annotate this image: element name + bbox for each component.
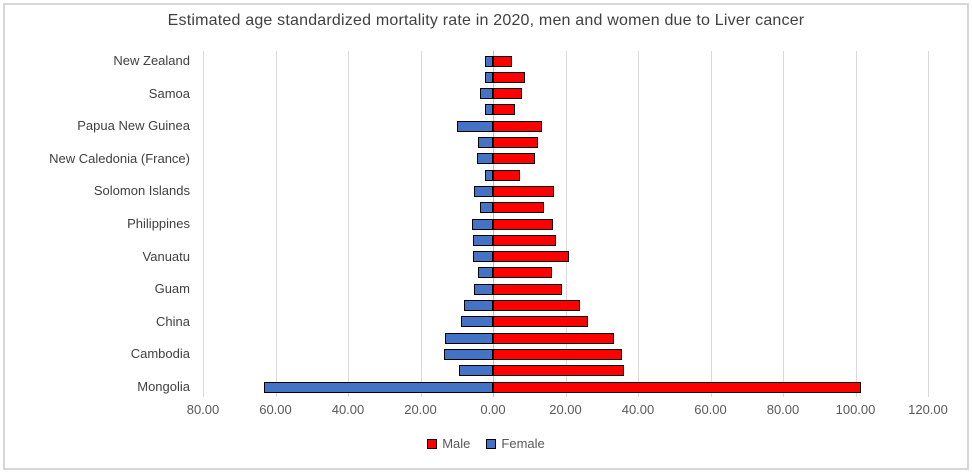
bar-female	[471, 218, 493, 230]
bar-female	[443, 348, 493, 360]
gridline	[275, 51, 277, 397]
category-label: China	[156, 313, 190, 329]
x-tick-label: 40.00	[331, 402, 365, 417]
chart-border	[3, 3, 969, 470]
bar-female	[478, 267, 493, 279]
male-swatch-icon	[427, 438, 438, 449]
category-label: Guam	[154, 281, 190, 297]
bar-female	[484, 55, 493, 67]
bar-male	[493, 234, 556, 246]
female-swatch-icon	[486, 438, 497, 449]
bar-female	[485, 71, 493, 83]
bar-male	[493, 71, 525, 83]
x-tick-label: 100.00	[835, 402, 876, 417]
gridline	[855, 51, 857, 397]
category-label: Samoa	[148, 85, 190, 101]
gridline	[348, 51, 349, 397]
x-tick-label: 60.00	[259, 402, 292, 417]
bar-male	[493, 283, 562, 295]
gridline	[638, 51, 639, 397]
legend-item-male: Male	[427, 436, 470, 451]
bar-female	[464, 300, 493, 311]
bar-female	[263, 381, 493, 393]
bar-male	[493, 300, 581, 311]
category-label: New Caledonia (France)	[49, 150, 190, 166]
bar-female	[473, 251, 493, 263]
bar-male	[493, 332, 615, 344]
bar-male	[493, 88, 523, 100]
bar-male	[493, 104, 516, 116]
category-label: Cambodia	[130, 346, 190, 362]
bar-male	[493, 365, 625, 377]
bar-female	[479, 202, 493, 214]
x-tick-label: 20.00	[549, 402, 582, 417]
bar-male	[493, 267, 553, 279]
bar-female	[484, 104, 493, 116]
bar-female	[479, 88, 493, 100]
gridline	[710, 51, 712, 397]
category-label: Papua New Guinea	[77, 118, 190, 134]
bar-male	[493, 202, 545, 214]
bar-male	[493, 348, 623, 360]
bar-male	[493, 316, 588, 328]
bar-male	[493, 218, 553, 230]
legend: Male Female	[0, 436, 972, 451]
category-label: Solomon Islands	[93, 183, 190, 199]
gridline	[928, 51, 929, 397]
x-tick-label: 120.00	[908, 402, 948, 417]
legend-female-label: Female	[501, 436, 545, 451]
legend-male-label: Male	[442, 436, 471, 451]
bar-female	[445, 332, 493, 344]
gridline	[203, 51, 204, 397]
category-label: New Zealand	[113, 53, 190, 68]
bar-female	[477, 137, 493, 148]
bar-female	[458, 365, 493, 377]
bar-female	[461, 316, 493, 328]
chart-title: Estimated age standardized mortality rat…	[167, 12, 805, 29]
bar-male	[493, 120, 543, 132]
bar-male	[493, 169, 521, 181]
x-tick-label: 80.00	[766, 402, 800, 417]
bar-male	[493, 251, 569, 263]
x-tick-label: 80.00	[186, 402, 220, 417]
bar-male	[493, 55, 512, 67]
category-label: Vanuatu	[142, 248, 190, 264]
bar-female	[477, 153, 493, 165]
x-tick-label: 20.00	[404, 402, 437, 417]
x-tick-label: 40.00	[621, 402, 655, 417]
legend-item-female: Female	[486, 436, 545, 451]
bar-male	[493, 381, 862, 393]
plot-area	[203, 51, 929, 397]
gridline	[420, 51, 422, 397]
category-label: Philippines	[127, 216, 190, 231]
x-tick-label: 60.00	[694, 402, 727, 417]
bar-male	[493, 137, 538, 148]
bar-female	[473, 234, 493, 246]
bar-female	[485, 169, 493, 181]
gridline	[565, 51, 567, 397]
bar-female	[474, 185, 493, 197]
bar-male	[493, 153, 536, 165]
x-tick-label: 0.00	[480, 402, 506, 417]
bar-male	[493, 185, 554, 197]
bar-female	[456, 120, 493, 132]
gridline	[783, 51, 784, 397]
category-label: Mongolia	[137, 379, 190, 394]
bar-female	[473, 283, 493, 295]
